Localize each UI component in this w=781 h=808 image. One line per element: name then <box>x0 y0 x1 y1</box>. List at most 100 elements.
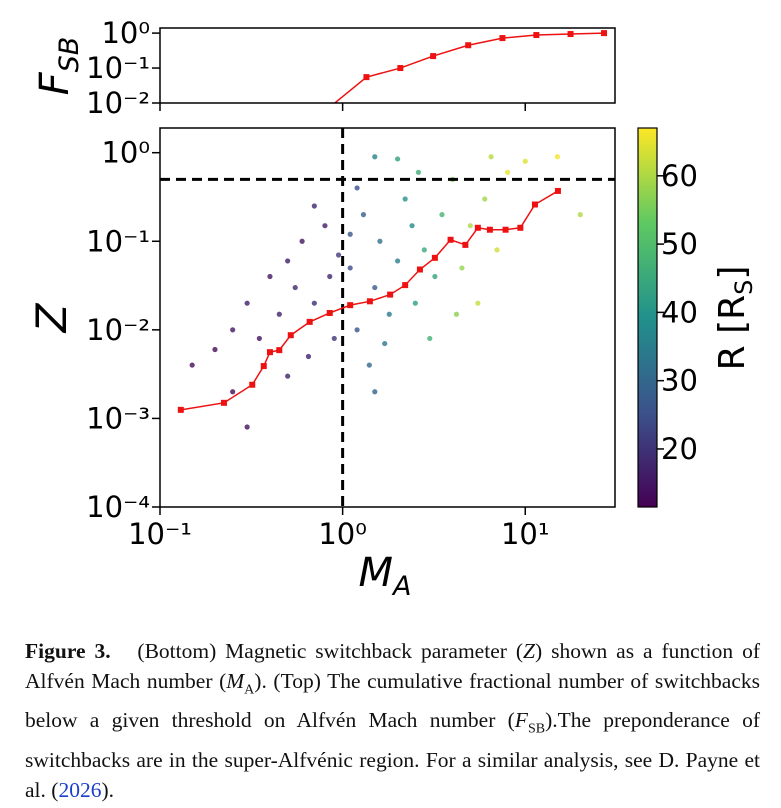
y-tick-label: 10⁻¹ <box>86 51 150 85</box>
caption-symbol: Z <box>523 639 535 663</box>
scatter-point <box>347 231 353 237</box>
caption-text: ). <box>101 777 114 802</box>
figure: FSB Z MA R [RS] 10⁰10⁻¹10⁻²203040506010⁻… <box>27 16 758 602</box>
caption: Figure 3. (Bottom) Magnetic switchback p… <box>25 636 760 805</box>
caption-text: ) shown as a function of Alfvén Mach num… <box>25 639 760 693</box>
scatter-point <box>504 169 511 175</box>
data-point <box>177 406 184 413</box>
data-point <box>430 53 437 60</box>
scatter-point <box>354 185 360 191</box>
data-point <box>416 266 423 273</box>
caption-label: Figure 3. <box>25 639 111 663</box>
scatter-point <box>331 335 337 342</box>
data-point <box>567 31 574 38</box>
data-point <box>249 381 256 388</box>
data-point <box>447 236 454 243</box>
colorbar-label-end: ] <box>712 266 753 280</box>
data-point <box>347 302 354 309</box>
caption-symbol: M <box>226 669 245 693</box>
data-point <box>276 347 283 354</box>
colorbar-tick-label: 50 <box>661 227 698 261</box>
data-point <box>220 399 227 406</box>
data-point <box>499 35 506 42</box>
scatter-point <box>402 196 408 202</box>
y-axis-label: FSB <box>32 37 85 96</box>
scatter-point <box>439 212 445 218</box>
scatter-point <box>305 353 312 360</box>
scatter-point <box>292 284 298 291</box>
y-tick-label: 10⁰ <box>101 136 150 170</box>
y-tick-label: 10⁻² <box>86 86 150 120</box>
x-axis-label-sub: A <box>391 571 411 602</box>
scatter-point <box>372 284 378 291</box>
scatter-point <box>189 362 195 368</box>
colorbar-tick-label: 20 <box>661 432 698 466</box>
data-point <box>465 42 472 49</box>
scatter-point <box>322 223 328 229</box>
x-axis-label: MA <box>359 550 412 602</box>
caption-text: (Bottom) Magnetic switchback parameter ( <box>137 639 524 663</box>
scatter-point <box>377 238 383 244</box>
scatter-point <box>244 424 250 430</box>
data-point <box>402 282 409 289</box>
caption-symbol: F <box>514 708 528 733</box>
y-axis-label: Z <box>27 302 76 333</box>
data-point <box>387 291 394 298</box>
scatter-point <box>415 169 422 175</box>
scatter-point <box>256 335 262 342</box>
colorbar-label-main: R [R <box>712 295 753 371</box>
axes-frame <box>159 127 616 508</box>
y-tick-label: 10⁰ <box>101 16 150 50</box>
scatter-point <box>372 389 378 395</box>
scatter-point <box>459 265 465 271</box>
data-point <box>517 224 524 231</box>
scatter-point <box>409 223 415 229</box>
caption-subscript: A <box>244 682 255 698</box>
colorbar-label: R [RS] <box>712 266 758 371</box>
scatter-point <box>244 300 250 306</box>
scatter-point <box>267 273 273 280</box>
plot-area <box>160 128 615 507</box>
scatter-point <box>276 311 282 317</box>
data-point <box>462 241 469 248</box>
scatter-point <box>354 327 360 333</box>
data-point <box>601 30 608 37</box>
scatter-point <box>230 327 236 333</box>
scatter-point <box>212 346 218 353</box>
scatter-point <box>327 273 333 280</box>
scatter-point <box>577 212 583 218</box>
caption-text: ). (Top) The cumulative fractional numbe… <box>25 669 760 733</box>
caption-subscript: SB <box>527 721 546 737</box>
scatter-point <box>395 156 401 162</box>
data-point <box>531 201 538 208</box>
scatter-point <box>386 311 392 317</box>
data-point <box>397 65 404 72</box>
scatter-point <box>366 362 372 368</box>
data-point <box>363 74 370 81</box>
data-point <box>328 103 334 109</box>
scatter-point <box>488 154 494 160</box>
scatter-point <box>299 238 305 244</box>
colorbar-label-sub: S <box>730 280 758 295</box>
citation-link[interactable]: 2026 <box>58 777 102 802</box>
scatter-point <box>482 196 488 202</box>
scatter-point <box>412 300 418 306</box>
scatter-point <box>335 252 342 258</box>
scatter-point <box>554 154 561 160</box>
data-point <box>306 318 313 325</box>
data-point <box>533 32 540 39</box>
scatter-point <box>427 335 433 342</box>
data-point <box>554 187 561 194</box>
x-tick-label: 10¹ <box>501 517 550 551</box>
scatter-point <box>395 258 401 264</box>
y-axis-label-main: F <box>32 71 78 95</box>
scatter-point <box>432 273 438 280</box>
axes-frame <box>159 27 616 104</box>
data-point <box>431 254 438 261</box>
data-point <box>502 226 509 233</box>
scatter-point <box>494 247 500 253</box>
scatter-point <box>230 389 236 395</box>
y-tick-label: 10⁻³ <box>86 401 150 435</box>
y-tick-label: 10⁻¹ <box>86 224 150 258</box>
